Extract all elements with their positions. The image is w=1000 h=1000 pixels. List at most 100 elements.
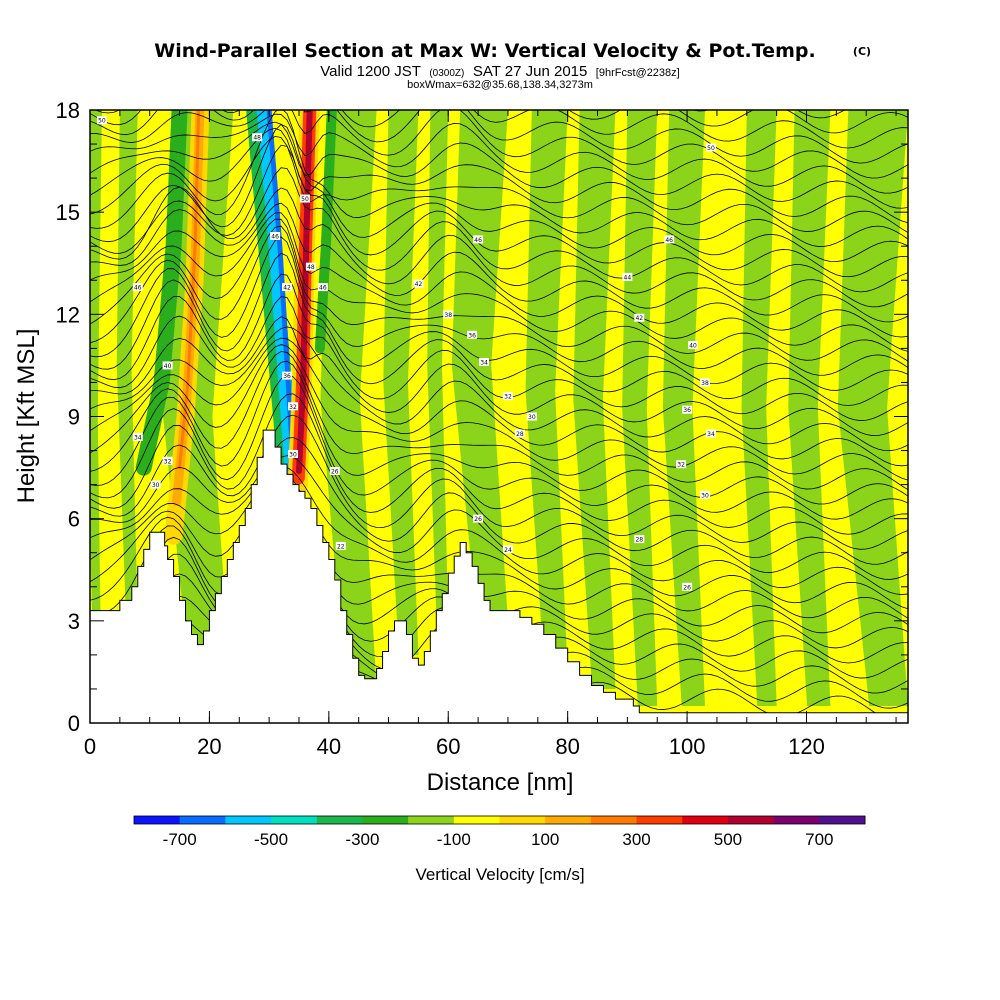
svg-text:26: 26: [331, 468, 339, 475]
svg-text:26: 26: [474, 516, 482, 523]
y-tick-label: 0: [68, 711, 80, 736]
isentrope-line: [90, 414, 908, 550]
colorbar-swatch: [819, 816, 866, 824]
isentrope-label: 26: [682, 582, 693, 591]
svg-text:38: 38: [444, 312, 452, 319]
svg-text:30: 30: [289, 451, 297, 458]
isentrope-line: [90, 110, 908, 149]
isentrope-labels: 50 48 50 46 46 42 44 38 42 36 40 34 38 32 36 30 34 28 32 26…: [96, 116, 716, 591]
velocity-band: [622, 110, 658, 706]
isentrope-label: 24: [502, 545, 513, 554]
isentrope-line: [90, 110, 908, 247]
isentrope-label: 42: [413, 279, 424, 288]
x-tick-label: 20: [197, 734, 221, 759]
isentrope-line: [90, 344, 908, 481]
x-tick-label: 60: [436, 734, 460, 759]
isentrope-line: [90, 351, 908, 491]
isentrope-line: [90, 236, 908, 376]
svg-text:26: 26: [683, 584, 691, 591]
isentrope-label: 46: [317, 283, 328, 292]
isentrope-line: [90, 113, 908, 194]
chart-subtitle: Valid 1200 JST (0300Z) SAT 27 Jun 2015 […: [320, 63, 679, 80]
isentrope-label: 32: [162, 456, 173, 465]
svg-text:44: 44: [624, 274, 632, 281]
colorbar-swatch: [682, 816, 729, 824]
svg-text:46: 46: [474, 237, 482, 244]
isentrope-line: [90, 225, 908, 362]
x-tick-label: 100: [669, 734, 706, 759]
svg-text:40: 40: [689, 342, 697, 349]
isentrope-label: 40: [162, 361, 173, 370]
isentrope-line: [90, 167, 908, 293]
svg-text:42: 42: [635, 315, 643, 322]
svg-text:32: 32: [504, 394, 512, 401]
isentrope-line: [90, 296, 908, 421]
isentrope-line: [90, 273, 908, 406]
svg-text:34: 34: [707, 431, 715, 438]
y-tick-label: 3: [68, 609, 80, 634]
colorbar-tick-label: -100: [437, 830, 471, 849]
isentrope-line: [90, 127, 908, 224]
colorbar-swatch: [408, 816, 455, 824]
updraft-core: [295, 110, 313, 474]
colorbar-swatch: [590, 816, 638, 824]
isentrope-label: 46: [132, 283, 143, 292]
velocity-band: [788, 110, 831, 706]
svg-text:30: 30: [152, 482, 160, 489]
isentrope-label: 46: [473, 235, 484, 244]
x-axis-label: Distance [nm]: [427, 769, 574, 796]
colorbar-tick-label: 300: [622, 830, 650, 849]
isentrope-label: 34: [479, 358, 490, 367]
x-tick-label: 40: [317, 734, 341, 759]
isentrope-line: [90, 337, 908, 467]
y-tick-label: 18: [56, 98, 80, 123]
svg-text:34: 34: [480, 360, 488, 367]
svg-text:24: 24: [504, 547, 512, 554]
y-tick-label: 15: [56, 200, 80, 225]
updraft-core: [178, 110, 201, 470]
svg-text:36: 36: [283, 373, 291, 380]
isentrope-label: 28: [634, 535, 645, 544]
svg-text:32: 32: [289, 404, 297, 411]
isentrope-label: 42: [282, 283, 293, 292]
svg-text:32: 32: [164, 458, 172, 465]
isentrope-line: [90, 472, 908, 610]
velocity-band: [383, 110, 419, 655]
x-axis: 0 20 40 60 80 100 120: [84, 110, 897, 759]
svg-text:36: 36: [468, 332, 476, 339]
colorbar-swatch: [225, 816, 272, 824]
isentrope-label: 26: [473, 514, 484, 523]
isentrope-line: [90, 202, 908, 323]
box-wmax-info: boxWmax=632@35.68,138.34,3273m: [407, 79, 593, 91]
isentrope-label: 44: [622, 272, 633, 281]
downdraft-strip: [314, 110, 337, 354]
isentrope-line: [90, 437, 908, 565]
colorbar-swatch: [134, 816, 181, 824]
svg-text:38: 38: [701, 380, 709, 387]
svg-text:42: 42: [283, 285, 291, 292]
svg-text:32: 32: [677, 462, 685, 469]
velocity-band: [427, 110, 449, 621]
isentrope-label: 38: [699, 378, 710, 387]
colorbar-label: Vertical Velocity [cm/s]: [415, 865, 584, 884]
colorbar-swatch: [773, 816, 820, 824]
x-tick-label: 120: [788, 734, 825, 759]
svg-text:50: 50: [301, 196, 309, 203]
colorbar: -700 -500 -300 -100 100 300 500 700: [133, 815, 866, 849]
isentrope-line: [90, 121, 908, 209]
colorbar-tick-label: 700: [805, 830, 833, 849]
svg-text:30: 30: [528, 414, 536, 421]
isentrope-label: 38: [443, 310, 454, 319]
colorbar-swatch: [453, 816, 500, 824]
svg-text:34: 34: [134, 434, 142, 441]
isentrope-label: 50: [299, 194, 310, 203]
svg-text:22: 22: [337, 543, 345, 550]
isentrope-label: 34: [705, 429, 716, 438]
isentrope-label: 36: [467, 330, 478, 339]
isentrope-label: 32: [288, 402, 299, 411]
velocity-band: [116, 110, 138, 621]
isentrope-line: [90, 455, 908, 580]
isentrope-label: 32: [502, 392, 513, 401]
colorbar-swatch: [727, 816, 775, 824]
